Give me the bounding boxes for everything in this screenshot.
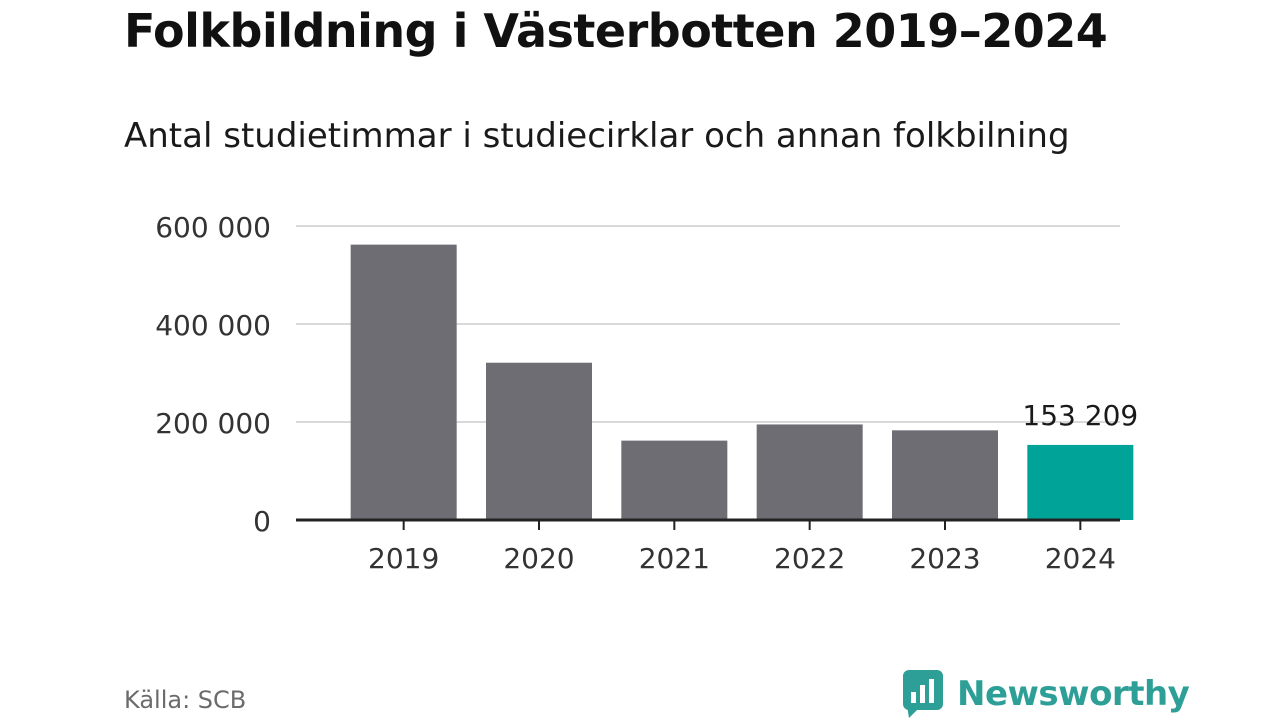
x-tick-label: 2020 (503, 542, 574, 575)
bar-2020 (486, 362, 592, 520)
y-tick-label: 400 000 (155, 309, 271, 342)
bar-2023 (892, 430, 998, 520)
bar-chart: 0 200 000 400 000 600 000 2019 2020 2021 2022 20… (155, 211, 1138, 575)
newsworthy-logo: Newsworthy (903, 670, 1190, 718)
chart-subtitle: Antal studietimmar i studiecirklar och a… (124, 116, 1070, 156)
y-tick-label: 0 (253, 505, 271, 538)
bar-2024 (1027, 444, 1134, 520)
bar-2022 (756, 424, 863, 520)
x-tick-label: 2019 (368, 542, 439, 575)
newsworthy-chart-icon (903, 670, 943, 718)
y-tick-label: 200 000 (155, 407, 271, 440)
x-tick-label: 2022 (774, 542, 845, 575)
brand-name: Newsworthy (957, 674, 1190, 714)
bar-2019 (350, 244, 457, 520)
source-note: Källa: SCB (124, 686, 247, 714)
bar-2021 (621, 440, 728, 520)
x-tick-label: 2021 (639, 542, 710, 575)
chart-title: Folkbildning i Västerbotten 2019–2024 (124, 4, 1108, 58)
x-tick-label: 2024 (1045, 542, 1116, 575)
y-tick-label: 600 000 (155, 211, 271, 244)
data-label: 153 209 (1022, 399, 1138, 432)
x-tick-label: 2023 (909, 542, 980, 575)
